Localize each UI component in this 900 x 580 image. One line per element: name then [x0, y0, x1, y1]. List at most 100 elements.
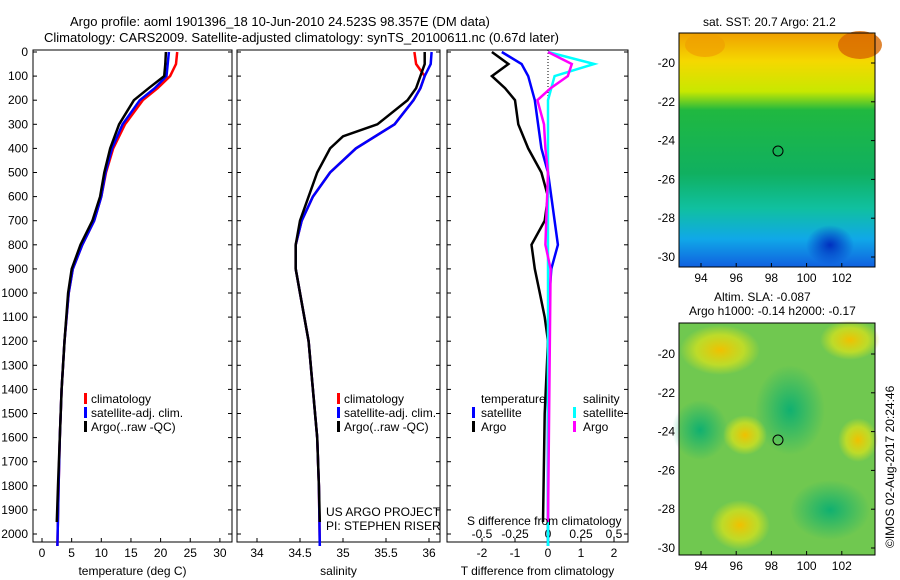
lon-tick-label: 96 [730, 271, 744, 285]
x-tick-label: 5 [68, 546, 75, 560]
sla-high-patch [710, 500, 770, 550]
lat-tick-label: -20 [658, 56, 676, 70]
x-tick-label: 34 [250, 546, 264, 560]
legend-label: satellite-adj. clim. [91, 406, 183, 420]
lat-tick-label: -22 [658, 95, 676, 109]
sla-high-patch [838, 418, 878, 462]
lon-tick-label: 102 [832, 271, 852, 285]
lat-tick-label: -30 [658, 541, 676, 555]
y-tick-label: 1900 [1, 503, 28, 517]
x-tick-label: -1 [510, 546, 521, 560]
sla-map-subtitle: Argo h1000: -0.14 h2000: -0.17 [689, 304, 856, 318]
y-tick-label: 1400 [1, 382, 28, 396]
legend-header-temperature: temperature [481, 392, 546, 406]
y-tick-label: 800 [8, 238, 28, 252]
legend-label: satellite [481, 406, 522, 420]
x-tick-label: -2 [477, 546, 488, 560]
legend-swatch-s-satellite [573, 407, 576, 418]
s-diff-axis-label: S difference from climatology [467, 514, 622, 528]
y-tick-label: 700 [8, 214, 28, 228]
y-tick-label: 2000 [1, 527, 28, 541]
sst-map-axes: 94 96 98 100 102 -20 -22 -24 -26 -28 -30 [658, 56, 875, 285]
salinity-panel: 34 34.5 35 35.5 36 salinity [236, 49, 441, 578]
series-line-salinity-argo [535, 50, 574, 523]
legend-swatch-climatology [84, 393, 87, 404]
sst-warm-patch [838, 31, 882, 59]
y-tick-label: 1100 [2, 310, 28, 324]
s-diff-tick-label: -0.25 [501, 527, 529, 541]
y-tick-label: 1800 [1, 479, 28, 493]
x-tick-label: 15 [124, 546, 138, 560]
y-tick-label: 500 [8, 166, 28, 180]
panel-frame [236, 49, 441, 543]
y-tick-label: 1000 [1, 286, 28, 300]
difference-legend: temperature salinity satellite Argo sate… [472, 392, 624, 434]
lon-tick-label: 100 [797, 271, 817, 285]
sla-map-frame [678, 322, 876, 556]
legend-label: Argo [583, 420, 609, 434]
y-tick-label: 400 [8, 141, 28, 155]
legend-label: Argo [481, 420, 507, 434]
x-axis-label: temperature (deg C) [78, 564, 186, 578]
temperature-legend: climatology satellite-adj. clim. Argo(..… [84, 392, 183, 434]
sla-high-patch [820, 320, 880, 360]
lat-tick-label: -30 [658, 250, 676, 264]
x-tick-label: 25 [184, 546, 198, 560]
legend-label: climatology [344, 392, 404, 406]
legend-swatch-satellite [84, 407, 87, 418]
x-tick-label: 35.5 [374, 546, 398, 560]
sla-high-patch [723, 415, 767, 455]
lon-tick-label: 98 [765, 559, 779, 573]
y-tick-label: 0 [21, 45, 28, 59]
legend-swatch-climatology [337, 393, 340, 404]
x-axis-label: T difference from climatology [461, 564, 615, 578]
sst-map: sat. SST: 20.7 Argo: 21.2 94 96 98 100 102 -2… [658, 15, 882, 285]
x-tick-label: 0 [545, 546, 552, 560]
y-tick-label: 1300 [1, 358, 28, 372]
lat-tick-label: -28 [658, 211, 676, 225]
lon-tick-label: 94 [694, 559, 708, 573]
legend-label: Argo(..raw -QC) [91, 420, 176, 434]
lon-tick-label: 96 [730, 559, 744, 573]
y-tick-label: 1500 [1, 407, 28, 421]
legend-label: satellite [583, 406, 624, 420]
lon-tick-label: 100 [797, 559, 817, 573]
sst-warm-patch [685, 33, 725, 57]
panel-frame [446, 49, 629, 543]
x-tick-label: 34.5 [288, 546, 312, 560]
x-axis-label: salinity [320, 564, 357, 578]
x-tick-label: 36 [422, 546, 436, 560]
lat-tick-label: -24 [658, 134, 676, 148]
lat-tick-label: -26 [658, 463, 676, 477]
sla-low-patch [672, 400, 728, 460]
y-tick-label: 1700 [1, 455, 28, 469]
sla-map-title: Altim. SLA: -0.087 [714, 290, 811, 304]
x-tick-label: 20 [154, 546, 168, 560]
lat-tick-label: -28 [658, 502, 676, 516]
y-tick-label: 900 [8, 262, 28, 276]
lat-tick-label: -24 [658, 425, 676, 439]
sla-map-axes: 94 96 98 100 102 -20 -22 -24 -26 -28 -30 [658, 347, 875, 573]
y-tick-label: 200 [8, 93, 28, 107]
pi-text: PI: STEPHEN RISER [326, 519, 441, 533]
imos-stamp: ©IMOS 02-Aug-2017 20:24:46 [883, 385, 897, 548]
s-diff-tick-label: -0.5 [472, 527, 493, 541]
legend-label: Argo(..raw -QC) [344, 420, 429, 434]
sla-high-patch [680, 325, 760, 375]
temperature-panel: 0100200300400500600700800900100011001200… [1, 45, 233, 578]
lon-tick-label: 98 [765, 271, 779, 285]
sst-map-title: sat. SST: 20.7 Argo: 21.2 [703, 15, 836, 29]
argo-location-marker [772, 145, 784, 157]
legend-swatch-t-satellite [472, 407, 475, 418]
series-line-argo-raw-qc- [294, 52, 426, 523]
legend-swatch-satellite [337, 407, 340, 418]
legend-swatch-argo [337, 421, 340, 432]
lon-tick-label: 102 [832, 559, 852, 573]
sla-low-patch [790, 480, 870, 540]
legend-swatch-t-argo [472, 421, 475, 432]
legend-swatch-s-argo [573, 421, 576, 432]
lat-tick-label: -26 [658, 172, 676, 186]
y-tick-label: 100 [8, 69, 28, 83]
salinity-legend: climatology satellite-adj. clim. Argo(..… [337, 392, 436, 434]
